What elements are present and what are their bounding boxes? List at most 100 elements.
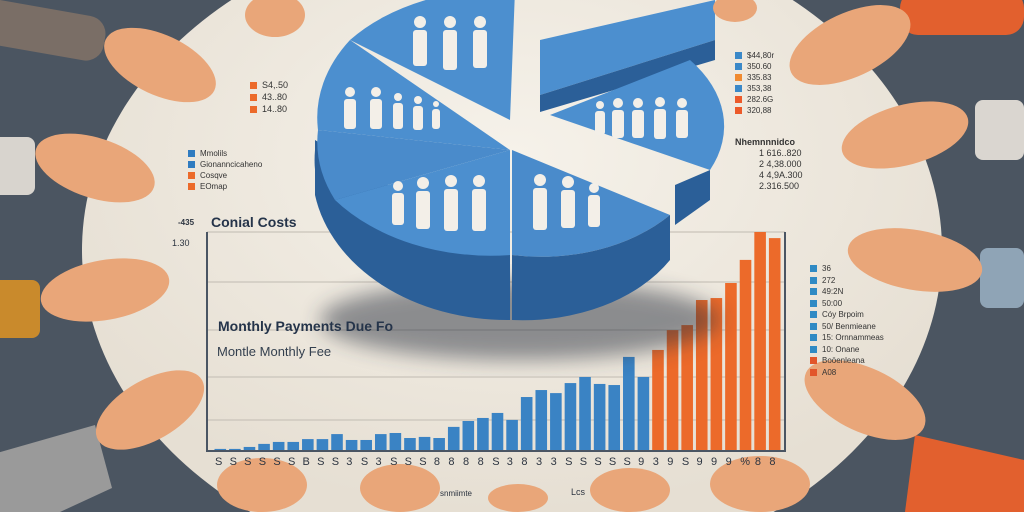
bar [623, 356, 635, 450]
x-tick-label: 8 [754, 456, 761, 468]
x-tick-label: 8 [769, 456, 776, 468]
bar [287, 441, 300, 450]
legend-swatch [810, 368, 817, 376]
legend-label: Boöenleana [822, 356, 865, 365]
x-tick-label: 8 [433, 456, 440, 468]
bar [739, 259, 752, 450]
x-tick-label: S [244, 456, 252, 468]
legend-swatch [735, 85, 742, 92]
legend-swatch [250, 81, 257, 89]
bar [447, 426, 460, 450]
y-tick-label: -435 [178, 218, 195, 227]
x-tick-label: 3 [652, 456, 659, 468]
block-value: 4 4,9A.300 [759, 170, 803, 180]
bar [433, 438, 445, 450]
x-tick-label: S [229, 456, 237, 468]
legend-swatch [735, 96, 742, 103]
legend-swatch [188, 183, 195, 190]
x-tick-label: S [419, 456, 427, 468]
x-tick-label: S [594, 456, 602, 468]
x-axis-label: snmiimte [440, 489, 473, 498]
legend-swatch [188, 150, 195, 157]
hand-right-1 [841, 100, 1024, 169]
person-icon [392, 181, 404, 225]
x-tick-label: 9 [711, 456, 718, 468]
x-tick-label: S [331, 456, 340, 468]
block-value: 2.316.500 [759, 181, 800, 191]
right-values-block: Nhemnnnidco 1 616..820 2 4,38.000 4 4,9A… [735, 137, 803, 192]
legend-label: Cosqve [200, 171, 228, 180]
person-icon [344, 87, 356, 129]
legend-item: A08 [810, 367, 884, 379]
legend-label: 10: Onane [822, 344, 860, 354]
x-tick-label: 3 [346, 456, 353, 468]
bar [637, 376, 650, 450]
person-icon [561, 176, 575, 228]
bar [272, 441, 285, 450]
person-icon [473, 16, 487, 68]
y-tick-label: 1.30 [172, 238, 190, 248]
bar [608, 385, 621, 450]
legend-label: 50:00 [822, 298, 843, 308]
person-icon [595, 101, 605, 135]
bar [477, 417, 489, 450]
legend-swatch [735, 74, 742, 81]
bar [768, 238, 781, 450]
pie-chart [314, 0, 725, 321]
x-tick-label: 3 [506, 456, 513, 468]
legend-swatch [810, 276, 817, 284]
legend-top-right: $44,80r 350.60 335.83 353,38 282.6G 320,… [735, 50, 774, 116]
person-icon [654, 97, 666, 139]
legend-label: 43..80 [262, 92, 288, 102]
x-tick-label: S [404, 456, 412, 468]
x-tick-label: S [360, 456, 369, 468]
legend-label: S4,.50 [262, 80, 289, 90]
hand-left-1 [0, 133, 155, 203]
legend-swatch [810, 357, 817, 365]
bar [404, 438, 416, 450]
person-icon [443, 16, 457, 70]
legend-item: 50/ Benmieane [810, 321, 884, 333]
legend-label: 320,88 [747, 106, 772, 115]
bar [579, 376, 591, 450]
x-tick-label: 9 [696, 456, 703, 468]
hand-bottom-left [0, 370, 205, 512]
legend-label: $44,80r [747, 51, 775, 60]
legend-item: 49:2N [810, 286, 884, 298]
hand-left-2 [0, 258, 170, 338]
legend-label: 282.6G [747, 95, 774, 104]
bar [695, 300, 708, 450]
legend-swatch [735, 52, 742, 59]
bar [462, 421, 475, 450]
bar [593, 383, 606, 450]
bar [418, 436, 431, 450]
legend-label: 353,38 [747, 84, 772, 93]
legend-label: Gionanncicaheno [200, 160, 263, 169]
legend-label: 36 [822, 264, 831, 273]
legend-swatch [810, 311, 817, 319]
bar [506, 419, 518, 450]
x-tick-label: 9 [667, 456, 674, 468]
bar [520, 397, 533, 450]
pie-slice [317, 40, 510, 150]
legend-swatch [810, 322, 817, 330]
x-tick-label: S [565, 456, 573, 468]
bar [754, 232, 766, 450]
legend-label: 272 [822, 275, 836, 285]
bar [652, 349, 664, 450]
person-icon [676, 98, 688, 138]
person-icon [370, 87, 382, 129]
chart-subtitle: Monthly Payments Due Fo [218, 318, 394, 334]
person-icon [533, 174, 547, 230]
person-icon [444, 175, 458, 231]
legend-swatch [810, 265, 817, 273]
bar [389, 432, 402, 450]
x-tick-label: S [608, 456, 617, 468]
bars [214, 232, 781, 450]
legend-label: Mmolils [200, 149, 228, 158]
x-tick-label: 8 [463, 456, 470, 468]
legend-left: Mmolils Gionanncicaheno Cosqve EOmap [188, 148, 262, 192]
x-tick-label: S [623, 456, 631, 468]
legend-swatch [810, 299, 817, 307]
